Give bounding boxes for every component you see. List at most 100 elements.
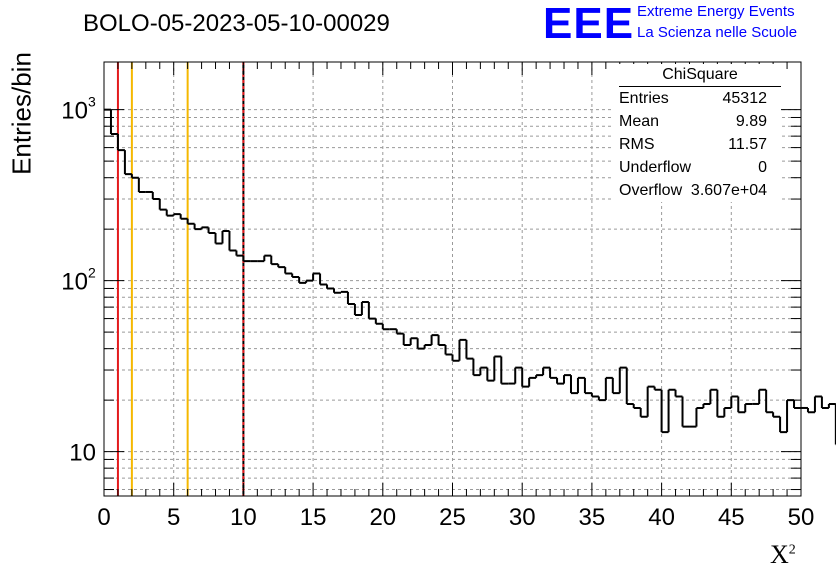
histogram-bin [458, 338, 467, 361]
histogram-bin [305, 279, 314, 283]
histogram-bin [179, 214, 188, 220]
y-tick-label: 10 [69, 440, 96, 467]
histogram-bin [333, 288, 341, 294]
stats-label: Mean [619, 113, 660, 130]
histogram-bin [813, 395, 822, 413]
histogram-bin [500, 356, 509, 385]
stats-value: 3.607e+04 [690, 182, 767, 199]
stats-label: RMS [619, 136, 655, 153]
histogram-bin [737, 396, 746, 414]
histogram-bin [556, 377, 565, 385]
histogram-bin [284, 267, 293, 275]
histogram-bin [786, 399, 795, 433]
histogram-bin [200, 226, 209, 230]
histogram-bin [151, 191, 160, 201]
histogram-bin [597, 396, 606, 402]
histogram-bin [221, 230, 230, 244]
histogram-bin [381, 323, 390, 331]
histogram-bin [765, 389, 774, 414]
histogram-bin [528, 376, 537, 387]
x-tick-label: 45 [718, 504, 745, 531]
histogram-bin [806, 407, 815, 414]
histogram-bin [360, 300, 369, 315]
stats-title: ChiSquare [619, 64, 781, 87]
histogram-bin [186, 218, 195, 225]
histogram-bin [137, 177, 146, 193]
histogram-bin [444, 345, 453, 356]
histogram-bin [116, 134, 125, 152]
stats-row-entries: Entries 45312 [611, 87, 779, 110]
x-tick-label: 50 [788, 504, 815, 531]
stats-label: Overflow [619, 182, 683, 199]
y-tick-label: 10 [61, 269, 88, 296]
histogram-bin [109, 109, 118, 136]
histogram-bin [409, 337, 418, 346]
histogram-bin [667, 388, 676, 433]
histogram-bin [298, 277, 307, 284]
histogram-bin [353, 304, 362, 316]
stats-box: ChiSquare Entries 45312 Mean 9.89 RMS 11.57… [611, 64, 781, 202]
histogram-bin [779, 416, 788, 434]
histogram-bin [374, 318, 383, 325]
histogram-bin [430, 334, 439, 346]
histogram-bars [104, 108, 836, 446]
histogram-bin [235, 250, 244, 257]
stats-value: 11.57 [728, 136, 767, 153]
stats-value: 9.89 [735, 113, 767, 130]
histogram-bin [625, 367, 634, 405]
histogram-bin [681, 396, 690, 428]
y-tick-exponent: 3 [88, 94, 96, 110]
histogram-bin [618, 366, 627, 394]
x-tick-label: 35 [579, 504, 606, 531]
histogram-bin [158, 199, 167, 211]
histogram-bin [723, 406, 732, 417]
histogram-bin [493, 355, 502, 381]
x-tick-label: 40 [648, 504, 675, 531]
chart-title: BOLO-05-2023-05-10-00029 [83, 10, 390, 37]
histogram-bin [660, 389, 669, 434]
histogram-bin [207, 227, 216, 234]
x-axis-label: X2 [770, 540, 796, 569]
grid-lines [104, 62, 801, 496]
histogram-bin [214, 232, 223, 245]
histogram-bin [367, 301, 376, 320]
histogram-bin [563, 374, 571, 384]
stats-value: 45312 [722, 90, 768, 107]
histogram-bin [827, 402, 836, 408]
histogram-bin [611, 377, 620, 395]
histogram-bin [521, 367, 530, 388]
histogram-bin [242, 255, 251, 263]
axis-ticks [103, 62, 802, 496]
stats-value: 0 [758, 159, 767, 176]
y-axis-label: Entries/bin [6, 52, 37, 175]
histogram-bin [793, 400, 801, 409]
stats-label: Underflow [619, 159, 692, 176]
x-tick-label: 30 [509, 504, 536, 531]
histogram-bin [639, 407, 648, 418]
histogram-bin [716, 389, 725, 418]
histogram-bin [277, 264, 286, 269]
histogram-bin [674, 389, 683, 398]
histogram-bin [820, 396, 829, 409]
histogram-bin [193, 223, 202, 231]
histogram-bin [395, 329, 404, 335]
histogram-bin [758, 388, 767, 404]
histogram-bin [542, 366, 551, 376]
histogram-bin [402, 333, 411, 347]
x-tick-label: 20 [369, 504, 396, 531]
eee-logo: EEE [543, 0, 635, 48]
histogram-bin [486, 367, 495, 382]
y-tick-exponent: 2 [88, 265, 96, 281]
histogram-bin [709, 388, 718, 404]
histogram-bin [695, 406, 704, 427]
stats-label: Entries [619, 90, 669, 107]
histogram-bin [165, 209, 174, 217]
histogram-bin [653, 386, 662, 391]
histogram-bin [730, 395, 739, 408]
histogram-bin [604, 376, 613, 401]
stats-row-rms: RMS 11.57 [611, 133, 779, 156]
stats-row-mean: Mean 9.89 [611, 110, 779, 133]
x-tick-label: 0 [97, 504, 110, 531]
